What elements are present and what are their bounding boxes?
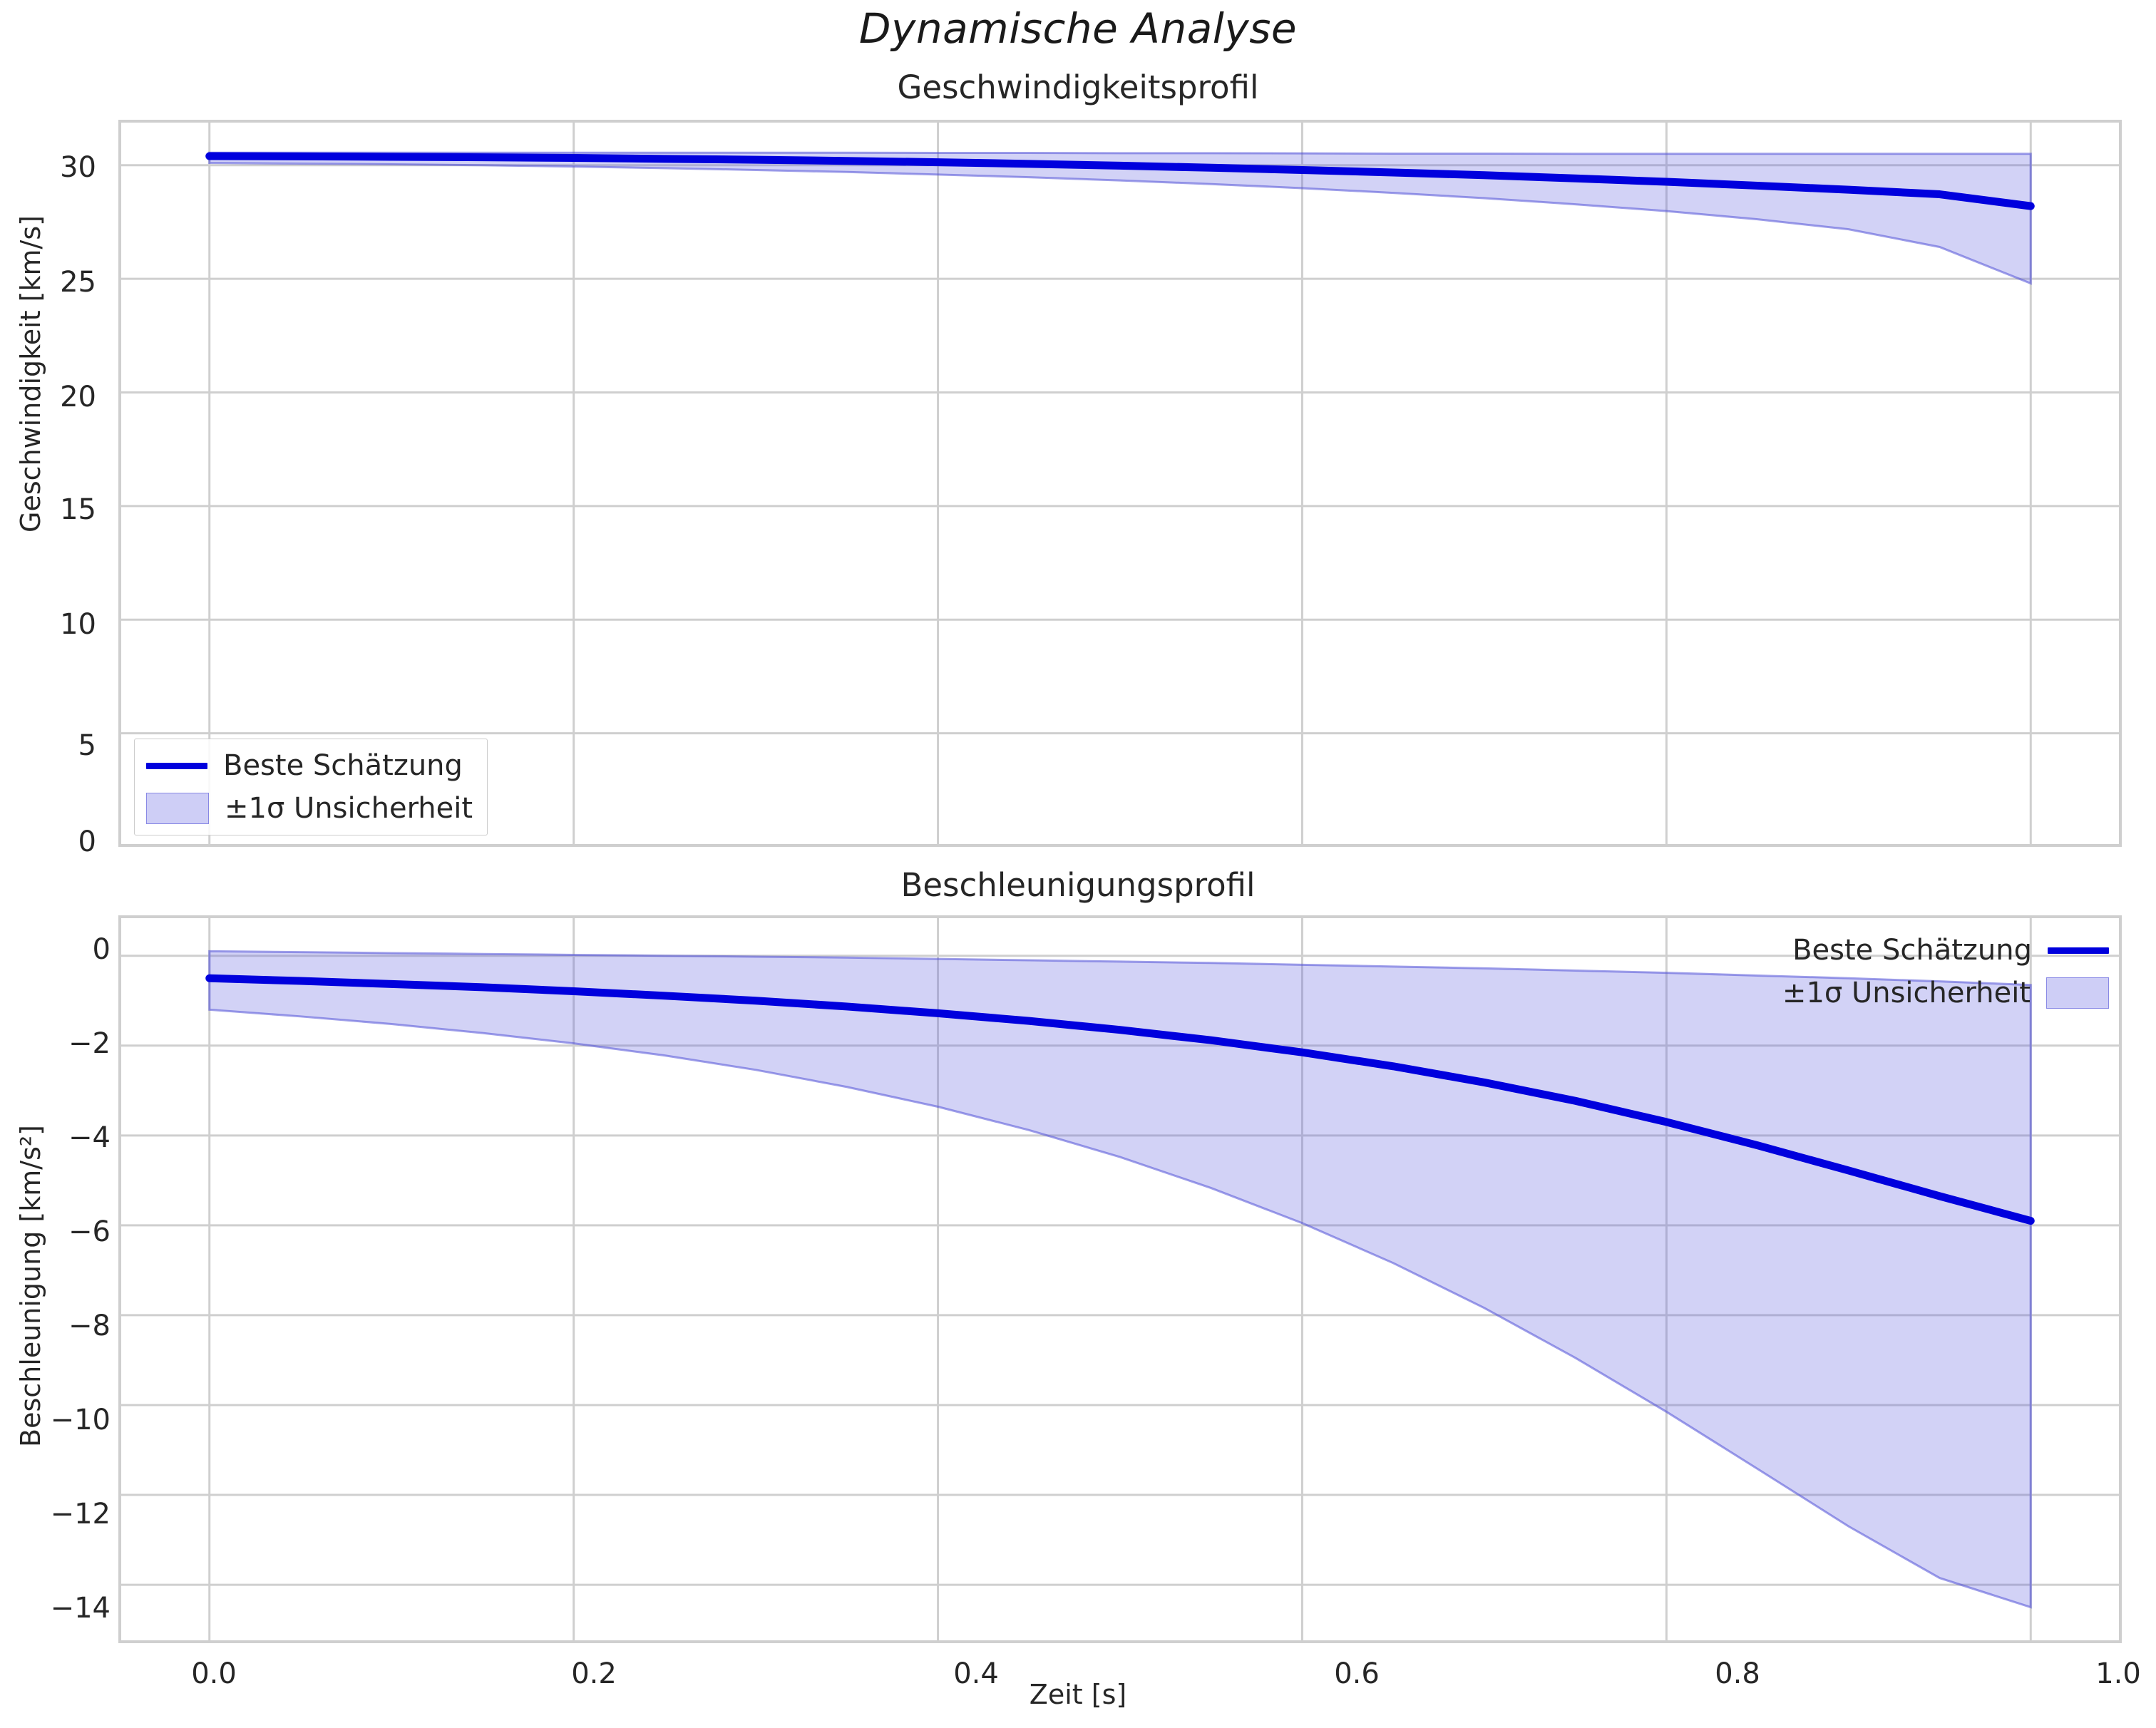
acceleration-subplot-title: Beschleunigungsprofil [900,866,1256,904]
acceleration-ytick-minus4: −4 [68,1121,111,1154]
acceleration-legend-item-best-estimate: Beste Schätzung [1792,934,2109,967]
figure-suptitle: Dynamische Analyse [858,4,1298,53]
x-axis-label: Zeit [s] [1029,1679,1127,1710]
xtick-2: 0.4 [953,1657,999,1690]
velocity-ytick-15: 15 [60,493,96,526]
xtick-4: 0.8 [1715,1657,1760,1690]
acceleration-ytick-minus12: −12 [50,1498,111,1531]
velocity-plot-area [118,120,2122,847]
line-swatch-icon [2048,947,2109,954]
xtick-0: 0.0 [191,1657,237,1690]
velocity-ytick-10: 10 [60,608,96,641]
acceleration-ytick-minus10: −10 [50,1404,111,1436]
velocity-ytick-30: 30 [60,151,96,184]
velocity-ytick-5: 5 [78,729,96,762]
acceleration-ytick-minus2: −2 [68,1027,111,1060]
band-swatch-icon [2046,977,2109,1009]
velocity-legend-label-uncertainty: ±1σ Unsicherheit [225,792,473,825]
acceleration-ytick-minus8: −8 [68,1310,111,1342]
acceleration-ytick-minus14: −14 [50,1592,111,1625]
acceleration-legend-label-best-estimate: Beste Schätzung [1792,934,2032,967]
velocity-ytick-20: 20 [60,381,96,413]
acceleration-legend-label-uncertainty: ±1σ Unsicherheit [1782,977,2031,1009]
line-swatch-icon [146,762,207,769]
acceleration-ytick-minus6: −6 [68,1215,111,1248]
velocity-legend-label-best-estimate: Beste Schätzung [223,749,463,782]
velocity-subplot-title: Geschwindigkeitsprofil [897,68,1259,106]
acceleration-ytick-0: 0 [92,933,111,966]
band-swatch-icon [146,793,209,824]
velocity-legend[interactable]: Beste Schätzung ±1σ Unsicherheit [134,739,488,835]
xtick-5: 1.0 [2095,1657,2141,1690]
xtick-3: 0.6 [1334,1657,1380,1690]
velocity-legend-item-uncertainty: ±1σ Unsicherheit [146,792,473,825]
xtick-1: 0.2 [571,1657,617,1690]
acceleration-plot-area [118,915,2122,1643]
velocity-ytick-0: 0 [78,826,96,858]
acceleration-legend[interactable]: Beste Schätzung ±1σ Unsicherheit [1771,924,2123,1019]
velocity-ytick-25: 25 [60,266,96,299]
velocity-legend-item-best-estimate: Beste Schätzung [146,749,473,782]
acceleration-legend-item-uncertainty: ±1σ Unsicherheit [1782,977,2109,1009]
